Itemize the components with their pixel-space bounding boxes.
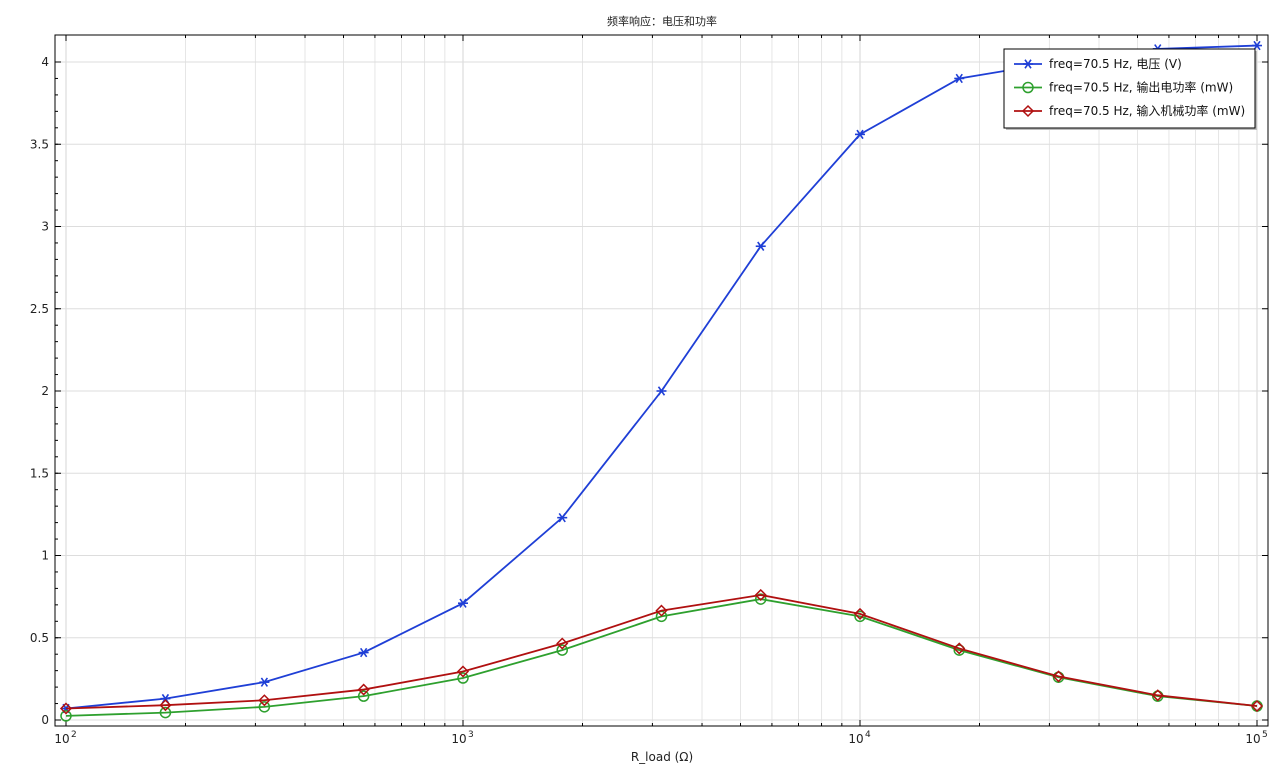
y-tick-label: 0 <box>41 713 49 727</box>
y-tick-label: 1 <box>41 549 49 563</box>
y-tick-label: 2 <box>41 384 49 398</box>
series-line <box>65 594 1258 710</box>
data-point <box>556 637 569 650</box>
data-point <box>457 672 469 684</box>
y-tick-label: 1.5 <box>30 466 49 480</box>
legend-entry: freq=70.5 Hz, 输出电功率 (mW) <box>1014 80 1233 95</box>
data-point <box>60 710 72 722</box>
x-tick-label-exponent: 5 <box>1262 730 1268 740</box>
series-2 <box>59 588 1264 715</box>
x-tick-label-exponent: 2 <box>71 730 77 740</box>
data-point <box>1253 40 1261 51</box>
legend-entry: freq=70.5 Hz, 电压 (V) <box>1014 57 1182 71</box>
x-tick-label: 10 <box>54 732 69 746</box>
data-point <box>955 73 963 84</box>
data-point <box>59 702 73 715</box>
x-tick-label: 10 <box>451 732 466 746</box>
data-point <box>655 604 668 617</box>
series-line <box>65 44 1258 710</box>
y-tick-label: 0.5 <box>30 631 49 645</box>
grid <box>55 35 1268 726</box>
chart-title: 频率响应：电压和功率 <box>607 14 717 28</box>
data-point <box>754 588 767 602</box>
data-point <box>258 701 271 713</box>
data-point <box>953 642 966 655</box>
data-point <box>459 598 467 608</box>
x-tick-label: 10 <box>848 732 863 746</box>
data-point <box>757 241 765 251</box>
y-tick-label: 3.5 <box>30 137 49 151</box>
data-point <box>359 647 368 658</box>
data-point <box>1021 104 1035 118</box>
data-point <box>657 386 666 396</box>
legend-label: freq=70.5 Hz, 输入机械功率 (mW) <box>1049 103 1245 118</box>
data-point <box>258 694 271 707</box>
data-point <box>856 129 864 140</box>
legend-entry: freq=70.5 Hz, 输入机械功率 (mW) <box>1014 103 1245 118</box>
legend-box <box>1003 48 1256 129</box>
data-point <box>456 665 470 678</box>
data-point <box>159 699 172 712</box>
series-layer <box>59 40 1264 722</box>
x-tick-label-exponent: 3 <box>468 730 474 740</box>
data-point <box>357 683 370 696</box>
legend-label: freq=70.5 Hz, 输出电功率 (mW) <box>1049 80 1233 95</box>
y-tick-label: 3 <box>41 220 49 234</box>
data-point <box>556 644 568 656</box>
data-point <box>159 706 172 719</box>
data-point <box>1022 81 1034 94</box>
data-point <box>1052 670 1065 683</box>
x-tick-label-exponent: 4 <box>865 730 871 740</box>
data-point <box>1151 689 1164 702</box>
data-point <box>357 690 370 702</box>
data-point <box>260 677 269 687</box>
y-tick-label: 4 <box>41 55 49 69</box>
x-tick-label: 10 <box>1245 732 1260 746</box>
legend-label: freq=70.5 Hz, 电压 (V) <box>1049 57 1182 71</box>
data-point <box>558 512 566 523</box>
data-point <box>1024 59 1032 69</box>
data-point <box>853 607 867 620</box>
legend: freq=70.5 Hz, 电压 (V) freq=70.5 Hz, 输出电功率 … <box>1003 48 1257 130</box>
x-axis-label: R_load (Ω) <box>631 750 693 764</box>
y-tick-label: 2.5 <box>30 302 49 316</box>
plot-frame <box>54 34 1269 727</box>
data-point <box>1250 699 1264 713</box>
